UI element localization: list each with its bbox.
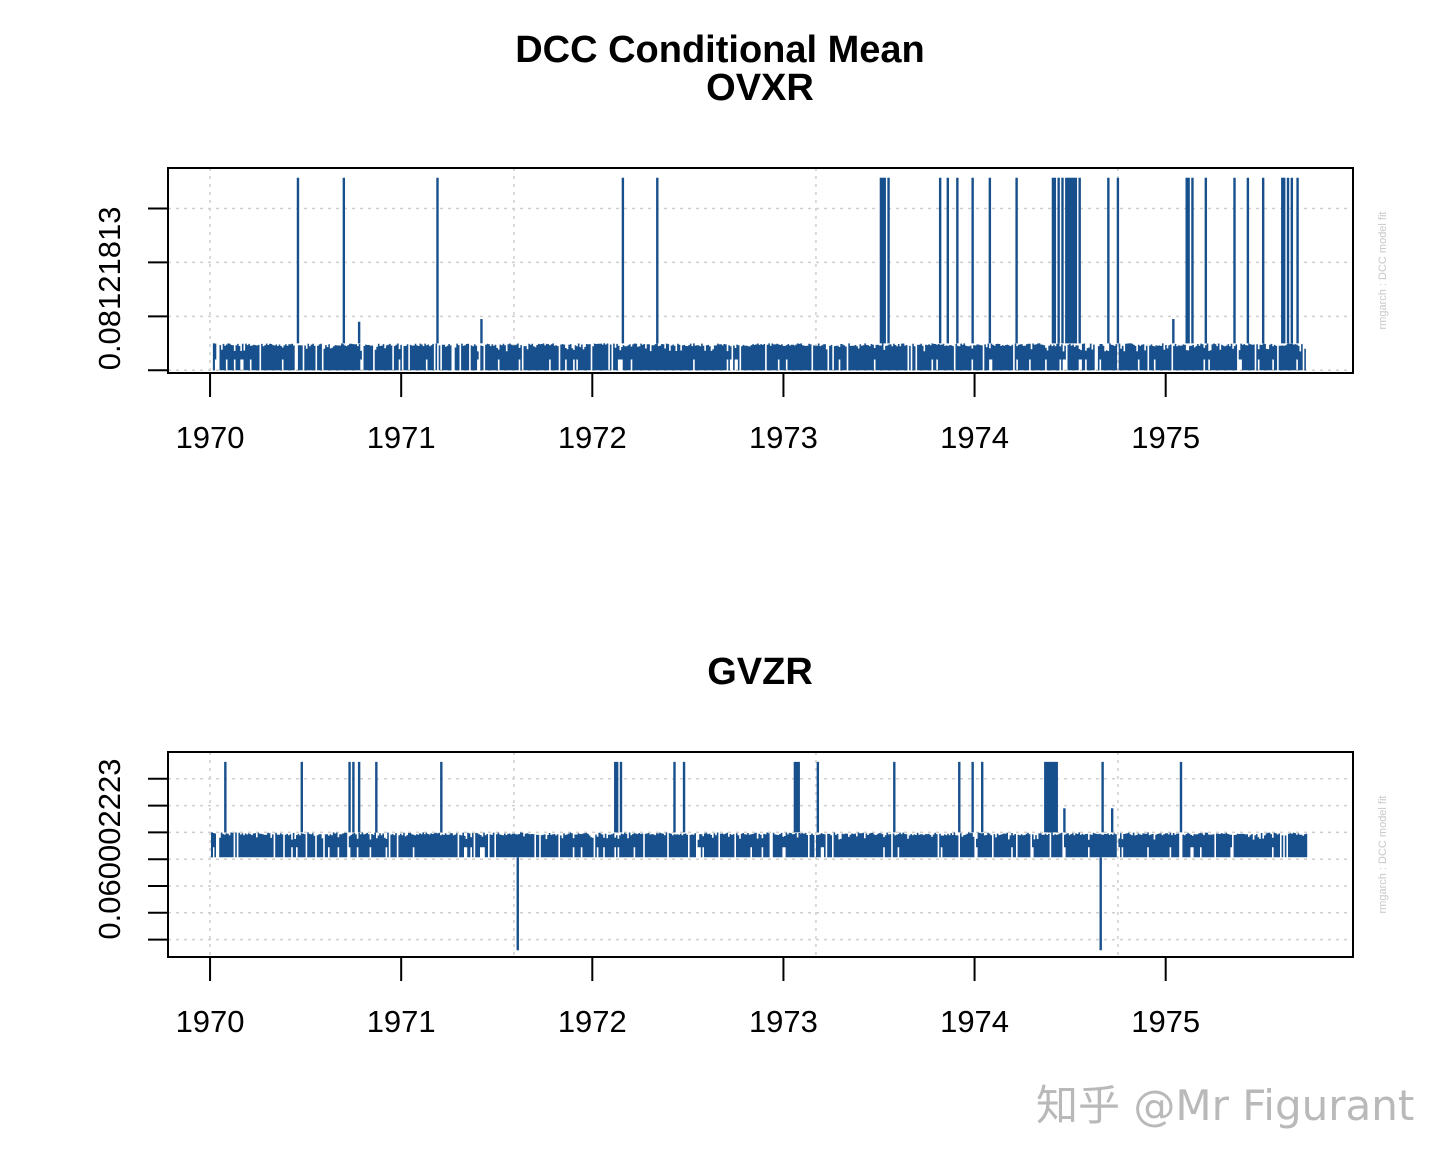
chart-title: DCC Conditional Mean [515, 29, 925, 71]
side-note: rmgarch : DCC model fit [1377, 796, 1389, 914]
x-tick-label: 1972 [558, 1004, 627, 1039]
side-note: rmgarch : DCC model fit [1377, 212, 1389, 330]
x-tick-label: 1972 [558, 420, 627, 455]
y-axis-label: 0.08121813 [92, 207, 127, 371]
x-tick-label: 1974 [940, 420, 1009, 455]
series-band [213, 343, 1306, 371]
panel-subtitle: OVXR [706, 67, 814, 109]
x-tick-label: 1970 [176, 1004, 245, 1039]
watermark: 知乎 @Mr Figurant [1036, 1081, 1414, 1130]
series-band [211, 832, 1308, 858]
x-tick-label: 1970 [176, 420, 245, 455]
x-tick-label: 1971 [367, 1004, 436, 1039]
plot-frame [167, 751, 1354, 958]
x-tick-label: 1975 [1131, 420, 1200, 455]
x-tick-label: 1973 [749, 1004, 818, 1039]
x-tick-label: 1974 [940, 1004, 1009, 1039]
x-tick-label: 1971 [367, 420, 436, 455]
x-tick-label: 1975 [1131, 1004, 1200, 1039]
x-tick-label: 1973 [749, 420, 818, 455]
y-axis-label: 0.060002223 [92, 759, 127, 940]
plot-frame [167, 167, 1354, 374]
panel-subtitle: GVZR [707, 651, 813, 693]
